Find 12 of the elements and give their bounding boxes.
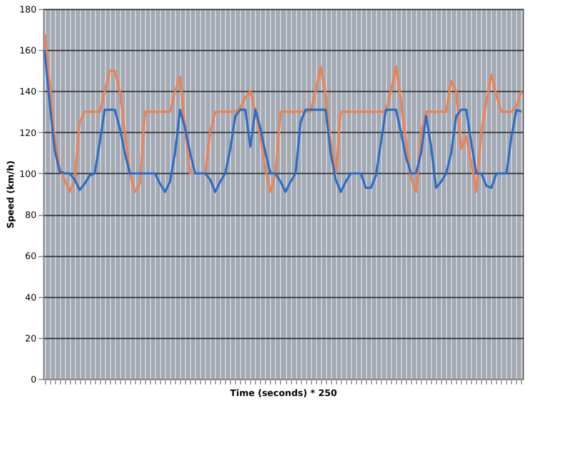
x-axis-title: Time (seconds) * 250	[230, 389, 338, 399]
y-axis-title: Speed (km/h)	[6, 160, 16, 228]
y-tick-label: 180	[19, 6, 37, 16]
y-tick-label: 100	[19, 170, 37, 180]
y-tick-label: 120	[19, 128, 37, 139]
y-tick-label: 160	[19, 46, 37, 57]
y-tick-label: 140	[19, 88, 37, 98]
y-tick-label: 60	[25, 252, 37, 262]
y-tick-label: 80	[25, 211, 37, 222]
y-tick-label: 0	[30, 376, 37, 386]
y-tick-label: 20	[25, 334, 37, 344]
y-tick-label: 40	[25, 293, 37, 304]
